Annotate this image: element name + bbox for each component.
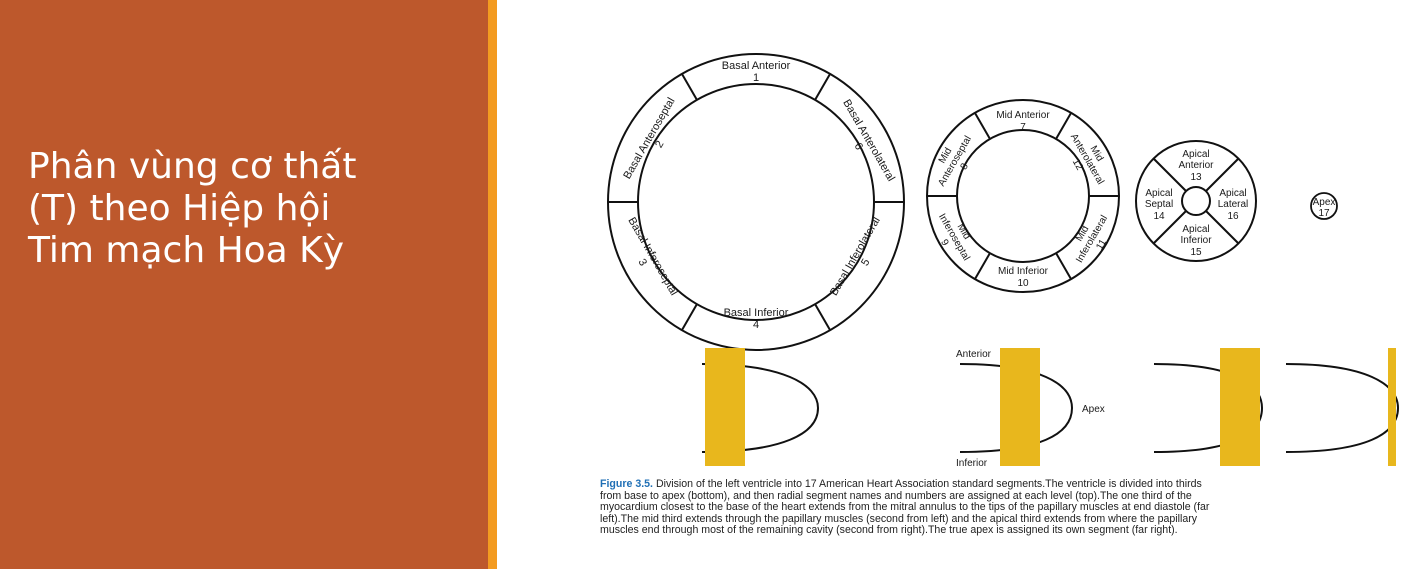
segment-label: Apical xyxy=(1145,188,1172,199)
basal-ring xyxy=(607,53,905,351)
segment-number: 17 xyxy=(1318,208,1330,219)
figure-caption: Figure 3.5. Division of the left ventric… xyxy=(600,478,1410,537)
segment-number: 8 xyxy=(959,161,972,172)
aha-17-segment-figure: Basal Anterior 1 Basal Inferior 4 Basal … xyxy=(607,53,1400,469)
segment-number: 5 xyxy=(859,257,872,268)
papillary-band xyxy=(1388,348,1396,466)
papillary-band xyxy=(1000,348,1040,466)
basal-third-view xyxy=(701,348,820,466)
segment-label: Apical xyxy=(1219,188,1246,199)
caption-line: from base to apex (bottom), and then rad… xyxy=(600,489,1192,502)
segment-number: 9 xyxy=(938,238,951,249)
segment-number: 12 xyxy=(1070,157,1085,173)
mid-third-view: Anterior Apex Inferior xyxy=(956,348,1105,469)
title-panel xyxy=(0,0,488,569)
apex-label: Apex xyxy=(1082,404,1105,415)
caption-line: myocardium closest to the base of the he… xyxy=(600,501,1210,514)
inferior-label: Inferior xyxy=(956,458,988,469)
segment-number: 2 xyxy=(653,139,666,150)
segment-label: Basal Anterolateral xyxy=(840,98,897,184)
papillary-band xyxy=(705,348,745,466)
caption-line: muscles end through most of the remainin… xyxy=(600,524,1178,537)
segment-label: Anterior xyxy=(1178,160,1214,171)
apical-ring xyxy=(1135,140,1257,262)
slide-title-line: Tim mạch Hoa Kỳ xyxy=(28,230,345,271)
caption-text: Division of the left ventricle into 17 A… xyxy=(655,478,1202,490)
segment-number: 16 xyxy=(1227,211,1239,222)
segment-label: Inferior xyxy=(1180,235,1212,246)
anterior-label: Anterior xyxy=(956,349,992,360)
slide-title-line: (T) theo Hiệp hội xyxy=(28,188,331,229)
segment-number: 1 xyxy=(753,72,759,84)
papillary-band xyxy=(1220,348,1260,466)
caption-line: Figure 3.5. Division of the left ventric… xyxy=(600,478,1410,491)
segment-label: Basal Anterior xyxy=(722,60,791,72)
accent-bar xyxy=(488,0,497,569)
segment-number: 3 xyxy=(635,257,648,268)
segment-number: 15 xyxy=(1190,247,1202,258)
apex-segment: Apex 17 xyxy=(1310,192,1338,220)
segment-label: Mid Inferior xyxy=(998,266,1049,277)
segment-number: 7 xyxy=(1020,122,1026,133)
segment-label: Mid Anterior xyxy=(996,110,1050,121)
segment-label: Apical xyxy=(1182,149,1209,160)
segment-label: Apical xyxy=(1182,224,1209,235)
apical-segment-labels: Apical Anterior 13 Apical Septal 14 Apic… xyxy=(1145,149,1248,258)
segment-label: Apex xyxy=(1313,197,1336,208)
slide-title-line: Phân vùng cơ thất xyxy=(28,146,357,187)
segment-label: Lateral xyxy=(1218,199,1249,210)
apical-third-view xyxy=(1153,348,1264,466)
mid-ring xyxy=(926,99,1120,293)
segment-number: 13 xyxy=(1190,172,1202,183)
long-axis-views: Anterior Apex Inferior xyxy=(701,348,1400,469)
apex-view xyxy=(1285,348,1400,466)
segment-label: Septal xyxy=(1145,199,1173,210)
caption-line: left).The mid third extends through the … xyxy=(600,512,1198,525)
segment-number: 4 xyxy=(753,319,759,331)
slide-title: Phân vùng cơ thất (T) theo Hiệp hội Tim … xyxy=(28,146,468,272)
segment-label: Basal Anteroseptal xyxy=(621,96,677,181)
segment-number: 6 xyxy=(851,141,864,152)
segment-label: Basal Inferior xyxy=(724,307,789,319)
caption-label: Figure 3.5. xyxy=(600,478,653,490)
segment-number: 10 xyxy=(1017,278,1029,289)
basal-segment-labels: Basal Anterior 1 Basal Inferior 4 Basal … xyxy=(621,60,897,331)
segment-number: 14 xyxy=(1153,211,1165,222)
segment-label: Basal Inferolateral xyxy=(828,215,883,298)
